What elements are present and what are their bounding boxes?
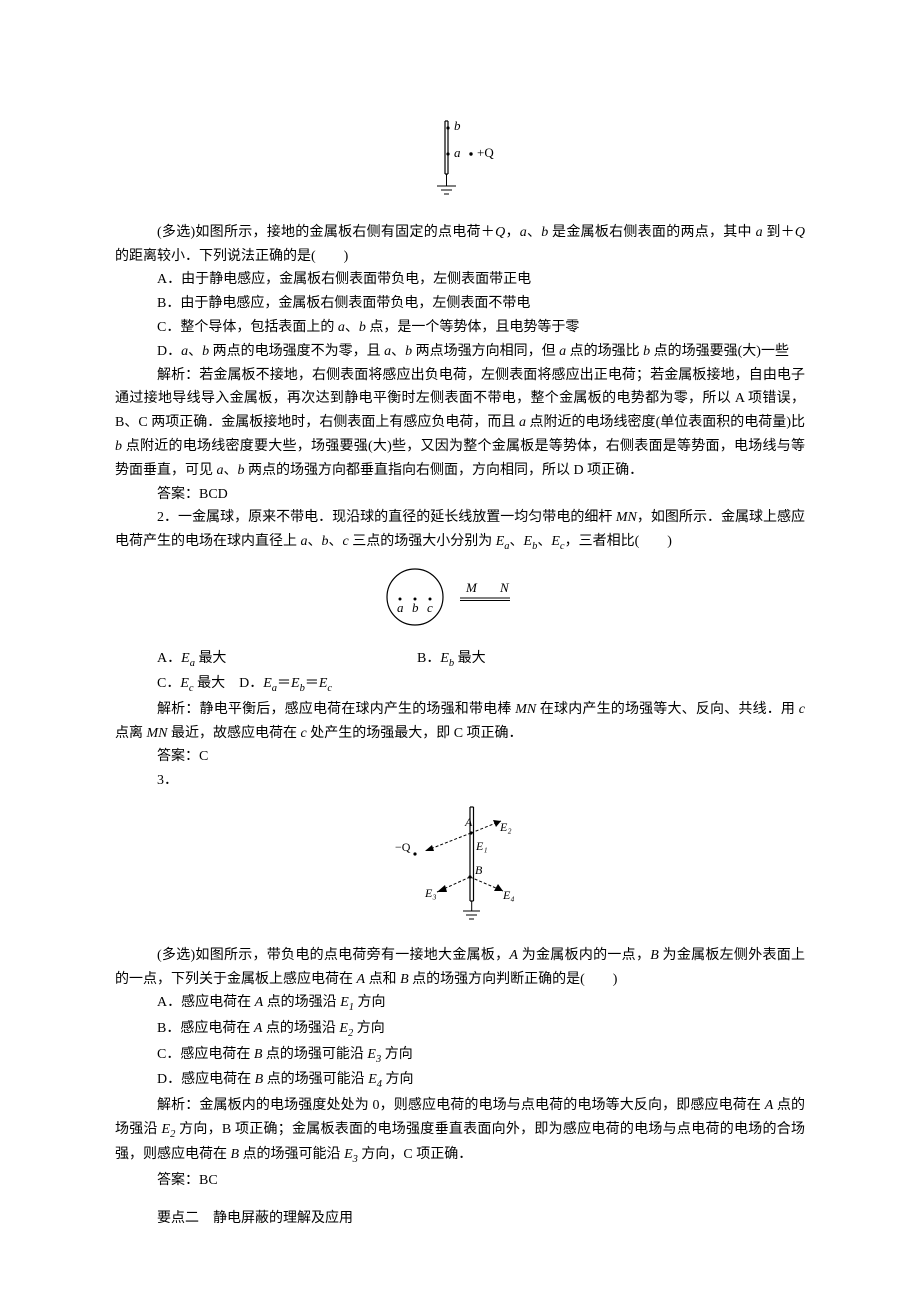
q3-answer: 答案：BC	[115, 1169, 805, 1193]
q3-num: 3．	[115, 769, 805, 793]
q3-stem: (多选)如图所示，带负电的点电荷旁有一接地大金属板，A 为金属板内的一点，B 为…	[115, 944, 805, 992]
q1-optD: D．a、b 两点的电场强度不为零，且 a、b 两点场强方向相同，但 a 点的场强…	[115, 340, 805, 364]
q1-answer: 答案：BCD	[115, 483, 805, 507]
fig1-label-b: b	[454, 118, 461, 133]
q3-optD: D．感应电荷在 B 点的场强可能沿 E4 方向	[115, 1068, 805, 1094]
q1-optC: C．整个导体，包括表面上的 a、b 点，是一个等势体，且电势等于零	[115, 316, 805, 340]
q2-explain: 解析：静电平衡后，感应电荷在球内产生的场强和带电棒 MN 在球内产生的场强等大、…	[115, 698, 805, 746]
fig3-b: B	[475, 863, 483, 877]
q2-optA: A．Ea 最大	[157, 647, 417, 673]
q1-stem-text: (多选)如图所示，接地的金属板右侧有固定的点电荷＋Q，a、b 是金属板右侧表面的…	[115, 225, 805, 264]
q2-opts-row2: C．Ec 最大 D．Ea＝Eb＝Ec	[115, 672, 805, 698]
q3-explain: 解析：金属板内的电场强度处处为 0，则感应电荷的电场与点电荷的电场等大反向，即感…	[115, 1094, 805, 1169]
fig1-label-a: a	[454, 145, 461, 160]
fig2-n: N	[499, 580, 510, 595]
q3-optB: B．感应电荷在 A 点的场强沿 E2 方向	[115, 1017, 805, 1043]
fig2-m: M	[465, 580, 478, 595]
fig3-q: −Q	[395, 840, 411, 854]
fig2-b: b	[412, 600, 419, 615]
q2-opts-row1: A．Ea 最大 B．Eb 最大	[115, 647, 805, 673]
q2-num: 2．	[157, 510, 178, 525]
figure-q3: −Q A E₁ E₂ B E₃ E₄	[115, 799, 805, 938]
q1-stem: (多选)如图所示，接地的金属板右侧有固定的点电荷＋Q，a、b 是金属板右侧表面的…	[115, 221, 805, 269]
q3-optC: C．感应电荷在 B 点的场强可能沿 E3 方向	[115, 1043, 805, 1069]
fig3-e4: E₄	[502, 888, 515, 902]
q2-answer: 答案：C	[115, 745, 805, 769]
q2-optB: B．Eb 最大	[417, 647, 486, 673]
figure-q1: b a +Q	[115, 116, 805, 215]
fig3-e3: E₃	[424, 886, 437, 900]
fig1-label-q: +Q	[477, 145, 494, 160]
fig3-e2: E₂	[499, 820, 512, 834]
fig3-a: A	[464, 815, 473, 829]
q2-stem: 2．一金属球，原来不带电．现沿球的直径的延长线放置一均匀带电的细杆 MN，如图所…	[115, 506, 805, 555]
fig2-c: c	[427, 600, 433, 615]
q1-explain: 解析：若金属板不接地，右侧表面将感应出负电荷，左侧表面将感应出正电荷；若金属板接…	[115, 364, 805, 483]
figure-q2: a b c M N	[115, 562, 805, 641]
fig3-e1: E₁	[475, 839, 488, 853]
fig2-a: a	[397, 600, 404, 615]
q3-optA: A．感应电荷在 A 点的场强沿 E1 方向	[115, 991, 805, 1017]
q1-optA: A．由于静电感应，金属板右侧表面带负电，左侧表面带正电	[115, 268, 805, 292]
q1-optB: B．由于静电感应，金属板右侧表面带负电，左侧表面不带电	[115, 292, 805, 316]
section2-title: 要点二 静电屏蔽的理解及应用	[115, 1207, 805, 1231]
